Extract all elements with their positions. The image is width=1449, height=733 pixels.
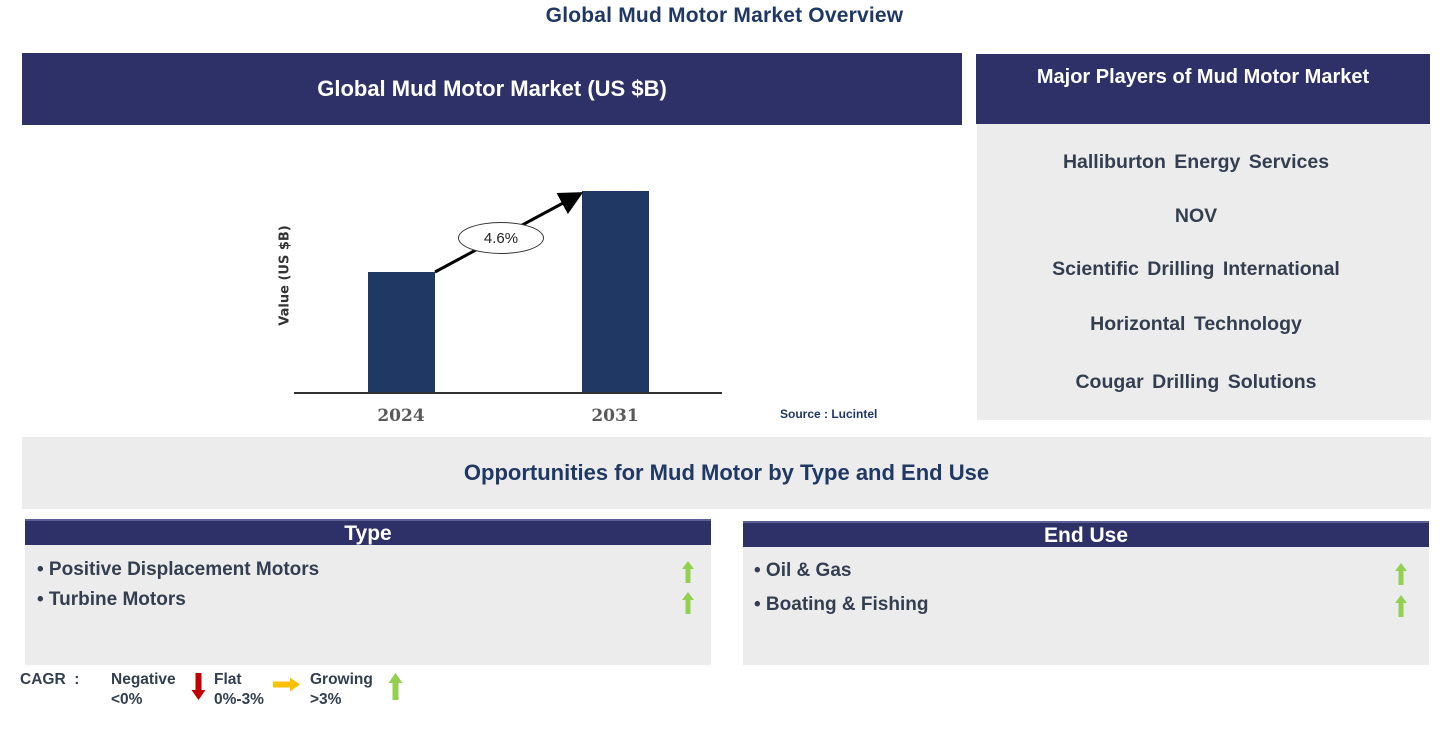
legend-growing-name: Growing (310, 671, 373, 688)
right-arrow-icon (273, 677, 300, 692)
y-axis-label: Value (US $B) (277, 225, 293, 326)
legend-label: CAGR : (20, 671, 80, 688)
player-item: Horizontal Technology (1090, 313, 1302, 335)
up-arrow-icon (388, 673, 403, 700)
segment-type: Type • Positive Displacement Motors • Tu… (25, 519, 711, 665)
segment-type-header: Type (25, 519, 711, 545)
segment-item: • Turbine Motors (37, 589, 186, 610)
legend-flat-name: Flat (214, 671, 242, 688)
player-item: Cougar Drilling Solutions (1075, 371, 1317, 393)
players-header: Major Players of Mud Motor Market (976, 54, 1430, 124)
down-arrow-icon (191, 673, 206, 700)
up-arrow-icon (1395, 563, 1407, 585)
legend-flat-range: 0%-3% (214, 691, 264, 708)
segment-end-use-body: • Oil & Gas • Boating & Fishing (743, 547, 1429, 665)
cagr-label: 4.6% (458, 222, 544, 254)
segment-type-body: • Positive Displacement Motors • Turbine… (25, 545, 711, 665)
up-arrow-icon (682, 592, 694, 614)
segment-item: • Boating & Fishing (754, 594, 929, 615)
chart-panel-header: Global Mud Motor Market (US $B) (22, 53, 962, 125)
legend-negative-range: <0% (111, 691, 143, 708)
source-note: Source : Lucintel (780, 407, 878, 421)
x-tick-2024: 2024 (377, 406, 425, 426)
legend-negative: Negative <0% (111, 670, 176, 710)
cagr-value: 4.6% (483, 229, 519, 247)
legend-growing-range: >3% (310, 691, 342, 708)
legend-flat: Flat 0%-3% (214, 670, 264, 710)
segment-end-use: End Use • Oil & Gas • Boating & Fishing (743, 521, 1429, 665)
up-arrow-icon (682, 561, 694, 583)
bar-2031 (582, 191, 649, 392)
legend-negative-name: Negative (111, 671, 176, 688)
chart-area (22, 125, 962, 430)
bar-2024 (368, 272, 435, 392)
player-item: Scientific Drilling International (1052, 258, 1340, 280)
segment-end-use-header: End Use (743, 521, 1429, 547)
page-title: Global Mud Motor Market Overview (545, 4, 904, 27)
opportunities-title: Opportunities for Mud Motor by Type and … (463, 460, 990, 485)
segment-item: • Oil & Gas (754, 560, 852, 581)
chart-title: Global Mud Motor Market (US $B) (317, 76, 667, 101)
player-item: Halliburton Energy Services (1062, 151, 1330, 173)
x-axis-line (294, 392, 722, 394)
opportunities-banner: Opportunities for Mud Motor by Type and … (22, 437, 1431, 509)
player-item: NOV (1174, 205, 1218, 227)
up-arrow-icon (1395, 595, 1407, 617)
legend-growing: Growing >3% (310, 670, 373, 710)
players-list: Halliburton Energy Services NOV Scientif… (977, 124, 1431, 420)
segment-item: • Positive Displacement Motors (37, 559, 320, 580)
x-tick-2031: 2031 (591, 406, 639, 426)
